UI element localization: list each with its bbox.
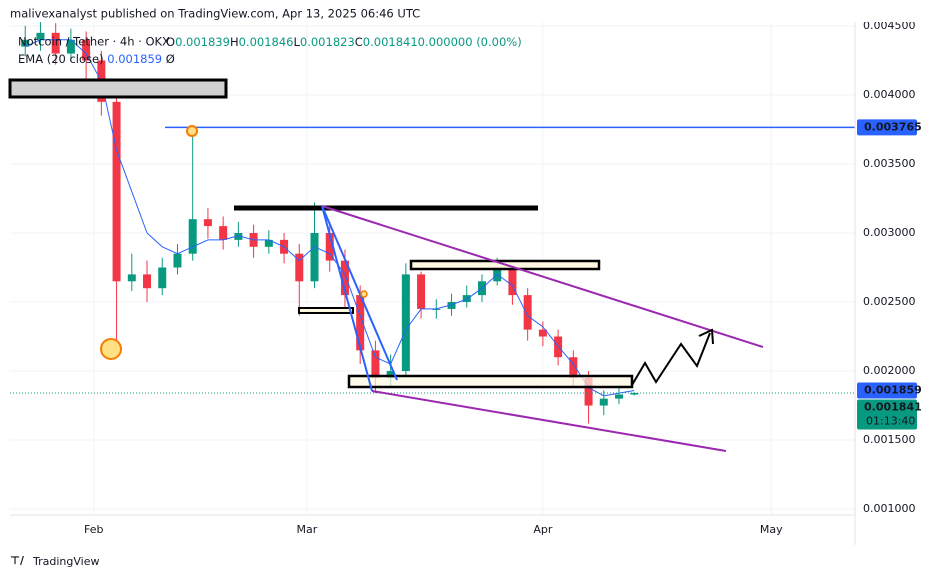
ohlc-value: 0.001823 <box>300 35 355 49</box>
candle-body <box>36 32 45 40</box>
last-label-bg <box>857 399 917 430</box>
ema-legend: EMA (20 close) 0.001859 Ø <box>18 52 175 66</box>
x-tick-label: Mar <box>297 523 318 536</box>
ohlc-value: 0.001839 <box>175 35 230 49</box>
candle-body <box>523 295 532 330</box>
candle-body <box>21 39 30 47</box>
price-label: 0.003765 <box>864 120 922 133</box>
y-tick-label: 0.001500 <box>863 433 916 446</box>
ohlc-value: 0.001841 <box>363 35 418 49</box>
ohlc-key: L <box>293 35 300 49</box>
price-axis <box>855 0 939 579</box>
y-tick-label: 0.003500 <box>863 157 916 170</box>
candle-body <box>340 260 349 296</box>
x-tick-label: Apr <box>533 523 553 536</box>
brand: TradingView <box>32 555 99 568</box>
ema-line <box>25 39 635 397</box>
candle-body <box>143 274 152 289</box>
candle-body <box>112 101 121 282</box>
candle-body <box>82 39 91 61</box>
ohlc: O0.001839H0.001846L0.001823C0.0018410.00… <box>166 35 522 49</box>
marker <box>360 290 368 298</box>
trend-line <box>321 205 398 381</box>
candle-body <box>462 295 471 303</box>
candle-body <box>569 357 578 378</box>
candle-body <box>584 377 593 406</box>
zone <box>8 78 228 99</box>
candle-body <box>188 219 197 254</box>
price-label-bg <box>857 119 917 136</box>
trend-line <box>321 205 764 348</box>
candle-body <box>219 226 228 240</box>
symbol: Notcoin / Tether · 4h · OKX <box>18 35 170 49</box>
candle-body <box>356 295 365 351</box>
countdown: 01:13:40 <box>866 414 915 427</box>
candle-body <box>447 302 456 309</box>
zone <box>347 374 634 389</box>
time-axis <box>0 515 855 579</box>
ema-value: 0.001859 <box>107 52 162 66</box>
logo: ⊤∕ <box>10 554 25 567</box>
candle-body <box>264 239 273 247</box>
candle-body <box>401 274 410 372</box>
y-tick-label: 0.003000 <box>863 226 916 239</box>
candle-body <box>173 253 182 268</box>
candle-body <box>508 267 517 296</box>
y-tick-label: 0.002500 <box>863 295 916 308</box>
candle-body <box>158 267 167 289</box>
y-tick-label: 0.002000 <box>863 364 916 377</box>
header-bg <box>0 0 939 22</box>
ema-name: EMA (20 close) <box>18 52 104 66</box>
candle-body <box>599 398 608 406</box>
header: malivexanalyst published on TradingView.… <box>10 7 420 21</box>
marker <box>100 338 122 360</box>
trend-line <box>371 390 727 452</box>
ema-label-bg <box>857 382 917 399</box>
ema-icon: Ø <box>166 52 175 66</box>
y-tick-label: 0.004500 <box>863 19 916 32</box>
x-tick-label: Feb <box>84 523 103 536</box>
candle-body <box>127 274 136 282</box>
candle-body <box>630 392 639 395</box>
candle-body <box>386 371 395 378</box>
candle-body <box>417 274 426 309</box>
last-label: 0.001841 <box>864 400 922 413</box>
marker <box>186 125 198 137</box>
ohlc-key: H <box>230 35 239 49</box>
drawings <box>8 78 764 452</box>
ohlc-key: O <box>166 35 175 49</box>
ohlc-value: 0.000000 (0.00%) <box>418 35 522 49</box>
ema-label: 0.001859 <box>864 383 922 396</box>
candle-body <box>51 32 60 54</box>
zone <box>298 307 354 314</box>
arrow-head <box>698 328 714 345</box>
y-tick-label: 0.004000 <box>863 88 916 101</box>
ohlc-value: 0.001846 <box>239 35 294 49</box>
axes: 0.001000 0.001500 0.002000 0.002500 0.003000… <box>84 19 922 536</box>
candle-body <box>538 329 547 337</box>
y-tick-label: 0.001000 <box>863 502 916 515</box>
candle-body <box>66 39 75 54</box>
projection-arrow <box>631 332 711 386</box>
candle-body <box>295 253 304 282</box>
candle-body <box>371 350 380 378</box>
candle-body <box>203 219 212 227</box>
ohlc-key: C <box>355 35 363 49</box>
x-tick-label: May <box>760 523 783 536</box>
candle-body <box>615 394 624 399</box>
trend-line <box>321 205 373 392</box>
candle-body <box>325 232 334 261</box>
candle-body <box>234 232 243 240</box>
candle-body <box>310 232 319 282</box>
